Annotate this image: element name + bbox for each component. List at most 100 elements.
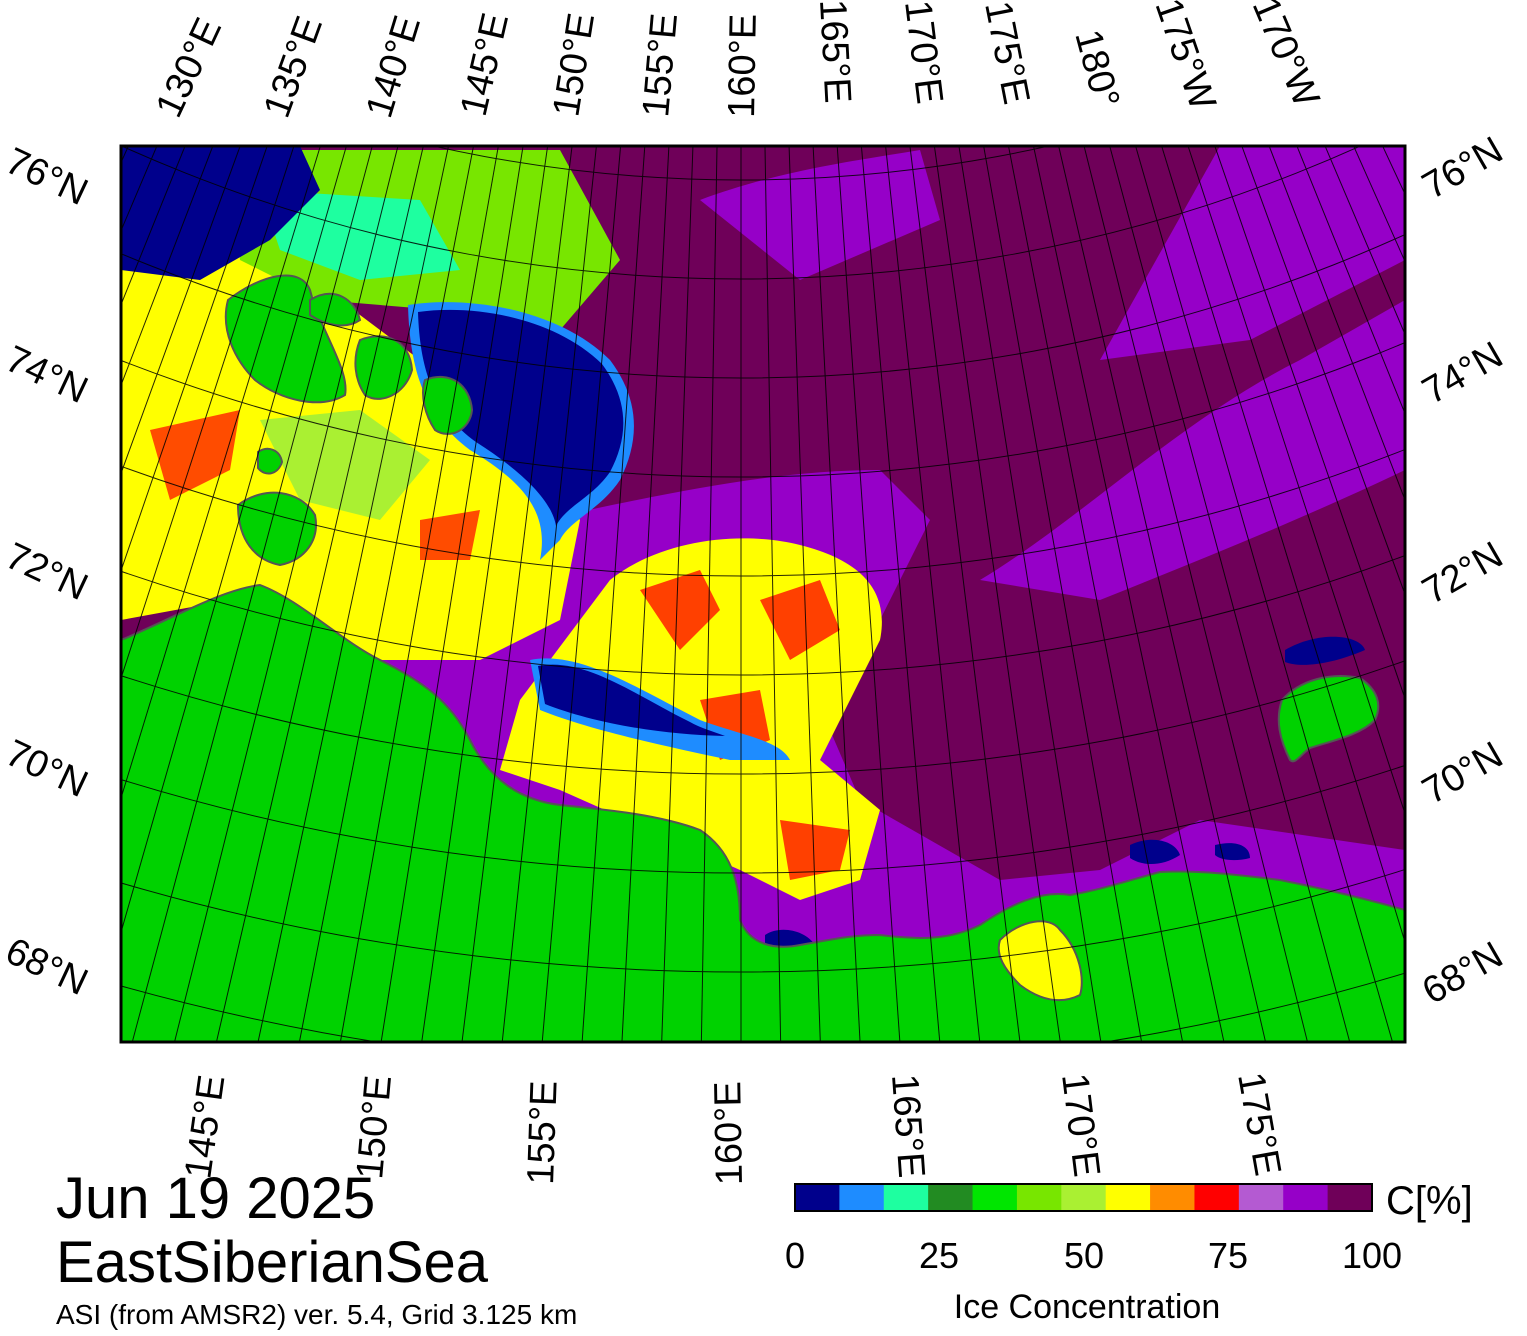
lat-label: 76°N (0, 140, 94, 214)
lat-label: 74°N (0, 338, 94, 412)
meridian-line (933, 146, 1061, 1042)
lat-label: 76°N (1416, 129, 1511, 208)
meridian-line (174, 146, 399, 1042)
meridian-line (131, 146, 373, 1042)
legend-tick: 100 (1341, 1235, 1403, 1276)
meridian-line (0, 0, 70, 843)
meridian-line (0, 0, 36, 793)
meridian-line (1187, 146, 1405, 816)
lon-labels-top: 130°E 135°E 140°E 145°E 150°E 155°E 160°… (148, 0, 1327, 124)
meridian-line (621, 146, 670, 1042)
meridian-line (1161, 146, 1405, 944)
open-water-nw (121, 146, 320, 280)
meridian-line (121, 146, 347, 935)
ice-region-cyan (260, 190, 460, 280)
lat-labels-right: 76°N 74°N 72°N 70°N 68°N (1416, 129, 1511, 1013)
lon-label: 135°E (256, 11, 331, 123)
lat-label: 68°N (1416, 934, 1511, 1013)
lon-label: 165°E (883, 1073, 932, 1180)
ice-region-lightgreen (260, 410, 430, 520)
lat-label: 70°N (0, 732, 94, 806)
meridian-line (764, 146, 782, 1042)
meridian-line (812, 146, 861, 1042)
legend-tick: 50 (1063, 1235, 1105, 1276)
colorbar-swatch (1327, 1184, 1373, 1211)
colorbar-swatch (1238, 1184, 1284, 1211)
meridian-line (1007, 146, 1184, 1042)
colorbar-swatch (1061, 1184, 1107, 1211)
lon-label: 170°E (896, 0, 950, 106)
lon-label: 175°E (1229, 1069, 1288, 1179)
meridian-line (421, 146, 549, 1042)
meridian-line (1395, 0, 1527, 867)
meridian-line (1083, 146, 1308, 1042)
lon-label: 150°E (349, 1074, 400, 1181)
meridian-line (0, 0, 53, 818)
meridian-line (983, 146, 1143, 1042)
legend-tick: 0 (784, 1235, 806, 1276)
mainland (121, 583, 1405, 1042)
lon-label: 155°E (520, 1080, 566, 1185)
colorbar-swatch (972, 1184, 1018, 1211)
ice-band-purple (980, 300, 1405, 600)
island-bennett (422, 375, 474, 435)
meridian-line (836, 146, 901, 1042)
meridian-line (121, 146, 268, 573)
meridian-line (215, 146, 424, 1042)
legend-unit: C[%] (1386, 1179, 1473, 1223)
meridian-line (339, 146, 499, 1042)
meridian-line (700, 146, 718, 1042)
meridian-line (121, 146, 321, 800)
colorbar-swatch (1105, 1184, 1151, 1211)
map-area (0, 0, 1527, 1042)
colorbar (795, 1184, 1373, 1211)
colorbar-swatch (1016, 1184, 1062, 1211)
meridian-line (0, 0, 87, 867)
legend-title: Ice Concentration (953, 1288, 1221, 1326)
lon-label: 145°E (177, 1072, 233, 1181)
lat-label: 72°N (1416, 534, 1511, 613)
chaun-bay (997, 920, 1083, 1002)
meridian-line (380, 146, 524, 1042)
meridian-line (1429, 0, 1527, 818)
meridian-line (788, 146, 821, 1042)
colorbar-frame (794, 1183, 1373, 1212)
map-frame (119, 144, 1407, 1044)
island-small (257, 447, 284, 475)
open-water-polynya (418, 309, 624, 526)
lon-label: 130°E (148, 12, 230, 124)
meridian-line (909, 146, 1021, 1042)
meridian-line (257, 146, 450, 1042)
ice-band-purple (1100, 146, 1405, 360)
ice-region-red (640, 570, 850, 880)
colorbar-swatch (795, 1184, 840, 1211)
meridian-line (298, 146, 475, 1042)
lon-label: 175°W (1146, 0, 1223, 115)
lat-label: 70°N (1416, 734, 1511, 813)
lon-label: 140°E (358, 11, 429, 123)
meridian-line (1214, 146, 1405, 700)
lon-label: 170°E (1053, 1071, 1107, 1179)
island-faddeyevsky (309, 293, 362, 327)
meridian-line (661, 146, 694, 1042)
map-region: EastSiberianSea (56, 1230, 489, 1295)
lat-label: 74°N (1416, 334, 1511, 413)
lon-label: 175°E (976, 0, 1037, 108)
lon-label: 180° (1066, 25, 1127, 112)
ice-band-purple (700, 150, 940, 280)
open-water-lagoon (538, 664, 725, 736)
lon-label: 170°W (1244, 0, 1327, 113)
meridian-line (1032, 146, 1225, 1042)
lat-labels-left: 76°N 74°N 72°N 70°N 68°N (0, 140, 94, 1004)
colorbar-swatch (1194, 1184, 1240, 1211)
lon-label: 150°E (545, 10, 603, 119)
meridian-line (1058, 146, 1267, 1042)
lon-label: 145°E (453, 9, 517, 120)
colorbar-swatch (1150, 1184, 1195, 1211)
open-water-ne (1285, 636, 1365, 665)
lon-label: 155°E (635, 12, 686, 119)
product-info: ASI (from AMSR2) ver. 5.4, Grid 3.125 km (56, 1299, 578, 1330)
wrangel-island (1277, 675, 1380, 763)
colorbar-swatch (1283, 1184, 1329, 1211)
